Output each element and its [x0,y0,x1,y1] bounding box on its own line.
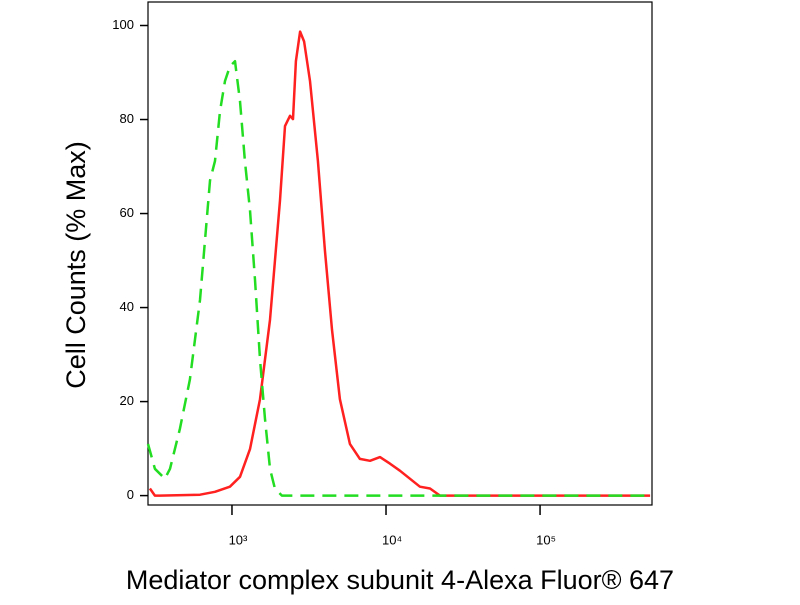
y-tick-label: 40 [120,299,134,314]
y-axis-label: Cell Counts (% Max) [61,141,91,389]
x-tick-label: 10⁴ [382,532,402,547]
x-tick-label: 10⁵ [536,532,556,547]
y-tick-label: 100 [112,17,134,32]
x-tick-label: 10³ [229,532,248,547]
x-axis-label: Mediator complex subunit 4-Alexa Fluor® … [126,565,674,595]
y-tick-label: 60 [120,205,134,220]
y-tick-label: 80 [120,111,134,126]
histogram-line [148,30,651,497]
histogram-line [146,59,651,497]
plot-frame [147,1,653,506]
y-tick-label: 0 [127,487,134,502]
y-tick-label: 20 [120,393,134,408]
